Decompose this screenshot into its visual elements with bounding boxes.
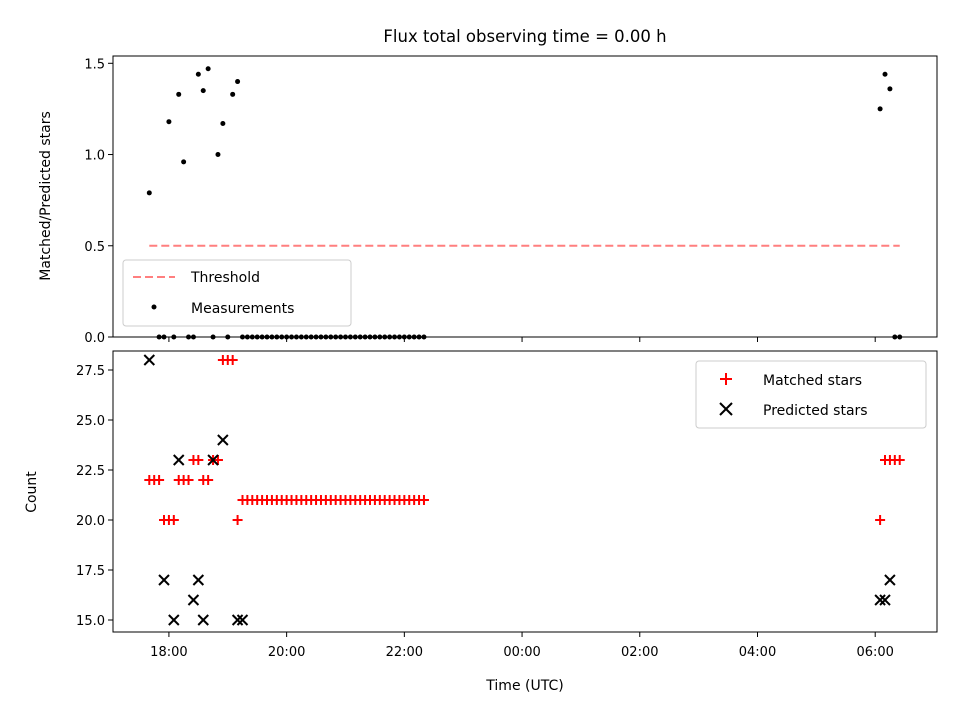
top-y-tick-label: 1.5 <box>84 57 105 72</box>
measurement-point <box>181 159 187 165</box>
predicted-star-point <box>207 454 219 466</box>
predicted-legend-marker <box>719 402 733 416</box>
matched-star-point <box>227 355 238 365</box>
bottom-series <box>143 354 905 626</box>
matched-star-point <box>875 515 886 525</box>
bottom-x-ticks: 18:00 20:00 22:00 00:00 02:00 04:00 06:00 <box>150 632 894 660</box>
measurement-point <box>215 152 221 158</box>
measurement-point <box>887 86 893 92</box>
measurement-point <box>166 119 172 125</box>
x-axis-label: Time (UTC) <box>485 678 563 694</box>
measurement-point <box>220 121 226 127</box>
measurement-point <box>882 71 888 77</box>
bottom-y-tick-label: 17.5 <box>76 564 105 579</box>
matched-star-point <box>154 475 165 485</box>
measurement-point <box>195 71 201 77</box>
predicted-star-point <box>236 614 249 626</box>
bottom-y-tick-label: 15.0 <box>76 614 105 629</box>
top-y-tick-label: 0.0 <box>84 331 105 346</box>
matched-star-point <box>203 475 214 485</box>
bottom-axes-frame <box>112 350 938 633</box>
measurement-point <box>235 79 241 85</box>
top-legend-box <box>122 259 352 327</box>
measurement-point <box>200 88 206 94</box>
chart-title: Flux total observing time = 0.00 h <box>383 27 666 46</box>
predicted-star-point <box>158 574 170 586</box>
matched-star-point <box>168 515 179 525</box>
top-axes-frame <box>112 55 938 338</box>
bottom-y-axis-label: Count <box>24 471 40 513</box>
predicted-star-point <box>192 574 205 586</box>
legend-predicted-label: Predicted stars <box>763 403 868 419</box>
bottom-y-tick-label: 25.0 <box>76 414 105 429</box>
legend-matched-label: Matched stars <box>763 373 862 389</box>
bottom-x-tick-label: 22:00 <box>386 645 423 660</box>
matched-star-point <box>232 515 243 525</box>
bottom-y-tick-label: 22.5 <box>76 464 105 479</box>
bottom-x-tick-label: 00:00 <box>503 645 540 660</box>
measurement-point <box>146 190 152 196</box>
bottom-x-tick-label: 20:00 <box>268 645 305 660</box>
matched-legend-marker <box>720 373 732 385</box>
top-legend: Threshold Measurements <box>122 259 352 327</box>
predicted-star-point <box>168 614 180 626</box>
predicted-star-point <box>197 614 209 626</box>
legend-threshold-label: Threshold <box>190 270 260 286</box>
bottom-x-tick-label: 06:00 <box>856 645 893 660</box>
matched-star-point <box>183 475 194 485</box>
matched-star-point <box>193 455 204 465</box>
predicted-star-point <box>874 594 886 606</box>
legend-measurements-label: Measurements <box>191 301 294 317</box>
bottom-legend: Matched stars Predicted stars <box>695 360 927 429</box>
measurement-point <box>877 106 883 112</box>
predicted-star-point <box>143 354 156 366</box>
top-y-tick-label: 1.0 <box>84 149 105 164</box>
matched-star-point <box>212 455 223 465</box>
bottom-x-tick-label: 04:00 <box>739 645 776 660</box>
bottom-y-tick-label: 20.0 <box>76 514 105 529</box>
predicted-star-point <box>879 594 891 606</box>
measurement-point <box>205 66 211 72</box>
bottom-legend-box <box>695 360 927 429</box>
bottom-panel: 15.0 17.5 20.0 22.5 25.0 27.5 18:00 20:00 22:00… <box>24 350 938 694</box>
bottom-x-tick-label: 18:00 <box>150 645 187 660</box>
bottom-y-ticks: 15.0 17.5 20.0 22.5 25.0 27.5 <box>76 364 113 629</box>
top-panel: 0.0 0.5 1.0 1.5 Matched/Predicted stars Thr… <box>38 55 938 346</box>
measurements-legend-marker <box>151 304 157 310</box>
measurement-point <box>176 91 182 97</box>
top-y-ticks: 0.0 0.5 1.0 1.5 <box>84 57 113 346</box>
predicted-star-point <box>217 434 229 446</box>
predicted-star-point <box>187 594 200 606</box>
top-y-tick-label: 0.5 <box>84 240 105 255</box>
predicted-star-point <box>173 454 185 466</box>
matched-star-point <box>894 455 905 465</box>
top-y-axis-label: Matched/Predicted stars <box>38 111 54 281</box>
matched-star-point <box>418 495 429 505</box>
predicted-star-point <box>884 574 896 586</box>
measurement-point <box>230 91 236 97</box>
bottom-x-tick-label: 02:00 <box>621 645 658 660</box>
bottom-y-tick-label: 27.5 <box>76 364 105 379</box>
predicted-star-point <box>231 614 244 626</box>
